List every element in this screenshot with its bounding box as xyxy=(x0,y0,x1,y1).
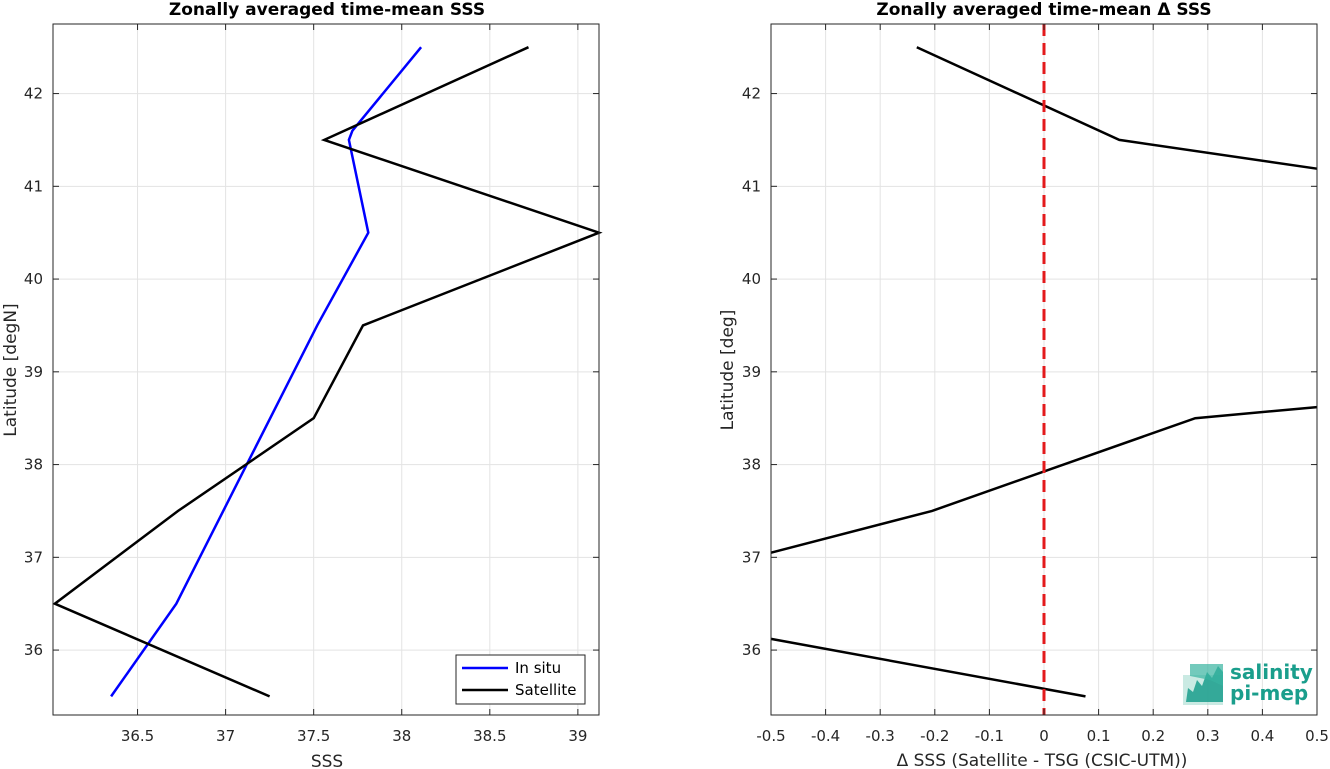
y-tick-label: 36 xyxy=(742,641,761,659)
y-tick-label: 39 xyxy=(24,363,43,381)
sss-y-axis-label: Latitude [degN] xyxy=(1,303,21,436)
x-tick-label: 0 xyxy=(1039,727,1049,745)
x-tick-label: 38.5 xyxy=(473,727,506,745)
series-line-satellite xyxy=(52,46,603,698)
y-tick-label: 38 xyxy=(24,456,43,474)
delta-sss-title: Zonally averaged time-mean Δ SSS xyxy=(876,0,1211,20)
series-line-segment-1 xyxy=(770,637,1086,698)
x-tick-label: 36.5 xyxy=(121,727,154,745)
x-tick-label: -0.4 xyxy=(811,727,840,745)
y-tick-label: 41 xyxy=(742,177,761,195)
sss-series-group xyxy=(52,46,603,698)
series-line-in-situ xyxy=(110,46,423,698)
x-tick-label: 37 xyxy=(216,727,235,745)
sss-ticks: 36.5 37 37.5 38 38.5 39 36 37 38 39 40 41 42 xyxy=(24,24,599,745)
y-tick-label: 42 xyxy=(742,85,761,103)
x-tick-label: 38 xyxy=(392,727,411,745)
x-tick-label: 0.2 xyxy=(1141,727,1165,745)
x-tick-label: -0.1 xyxy=(975,727,1004,745)
series-line-segment-2 xyxy=(770,405,1318,554)
y-tick-label: 40 xyxy=(742,270,761,288)
sss-panel: Zonally averaged time-mean SSS 36.5 37 37.… xyxy=(1,0,603,769)
y-tick-label: 38 xyxy=(742,456,761,474)
x-tick-label: 0.3 xyxy=(1196,727,1220,745)
legend-label-in-situ: In situ xyxy=(515,659,561,677)
y-tick-label: 41 xyxy=(24,177,43,195)
y-tick-label: 36 xyxy=(24,641,43,659)
sss-x-axis-label: SSS xyxy=(311,752,343,769)
salinity-pi-mep-logo: salinity pi-mep xyxy=(1183,660,1313,705)
delta-sss-panel: Zonally averaged time-mean Δ SSS -0.5 -0.… xyxy=(718,0,1329,769)
sss-axes-box xyxy=(52,23,600,716)
logo-text-salinity: salinity xyxy=(1230,660,1313,684)
y-tick-label: 42 xyxy=(24,85,43,103)
x-tick-label: 39 xyxy=(568,727,587,745)
logo-wave-mark-top xyxy=(1190,664,1223,686)
delta-sss-x-axis-label: Δ SSS (Satellite - TSG (CSIC-UTM)) xyxy=(897,751,1188,769)
sss-title: Zonally averaged time-mean SSS xyxy=(169,0,485,20)
series-line-segment-3 xyxy=(916,46,1318,170)
y-tick-label: 37 xyxy=(742,548,761,566)
legend-label-satellite: Satellite xyxy=(515,681,576,699)
delta-sss-y-axis-label: Latitude [deg] xyxy=(718,310,738,431)
logo-text-pi-mep: pi-mep xyxy=(1230,681,1308,705)
legend: In situ Satellite xyxy=(455,654,586,705)
delta-sss-series-group xyxy=(770,24,1318,715)
delta-sss-ticks: -0.5 -0.4 -0.3 -0.2 -0.1 0 0.1 0.2 0.3 0.4 0.5 36 37… xyxy=(742,24,1329,745)
x-tick-label: -0.5 xyxy=(756,727,785,745)
y-tick-label: 37 xyxy=(24,548,43,566)
x-tick-label: 0.1 xyxy=(1087,727,1111,745)
sss-grid xyxy=(53,24,599,715)
y-tick-label: 39 xyxy=(742,363,761,381)
x-tick-label: 0.4 xyxy=(1250,727,1274,745)
x-tick-label: -0.3 xyxy=(866,727,895,745)
legend-box xyxy=(455,654,586,705)
x-tick-label: 0.5 xyxy=(1305,727,1329,745)
x-tick-label: -0.2 xyxy=(920,727,949,745)
y-tick-label: 40 xyxy=(24,270,43,288)
x-tick-label: 37.5 xyxy=(297,727,330,745)
